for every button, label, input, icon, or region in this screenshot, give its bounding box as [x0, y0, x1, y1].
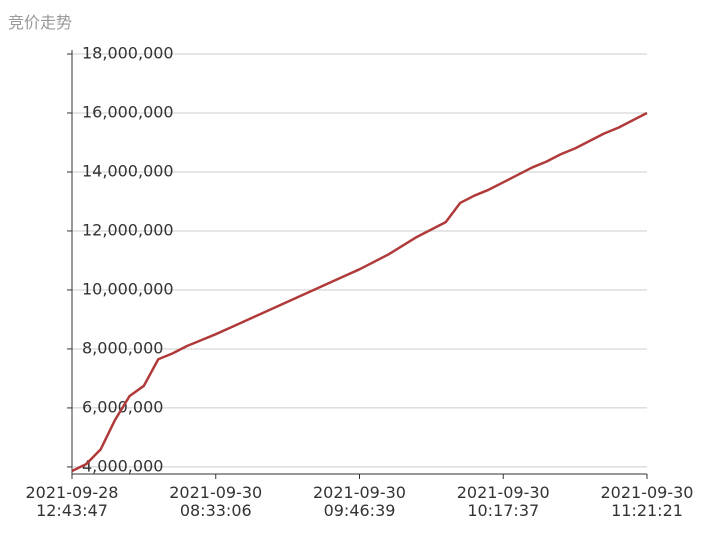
x-tick-label: 2021-09-30 10:17:37: [456, 483, 550, 520]
y-tick-label: 4,000,000: [82, 456, 163, 475]
x-tick-label: 2021-09-30 11:21:21: [600, 483, 694, 520]
y-tick-label: 18,000,000: [82, 44, 174, 63]
y-tick-label: 8,000,000: [82, 338, 163, 357]
y-tick-label: 14,000,000: [82, 161, 174, 180]
y-tick-label: 16,000,000: [82, 102, 174, 121]
x-tick-label: 2021-09-30 09:46:39: [313, 483, 406, 520]
chart-title: 竞价走势: [8, 13, 73, 32]
y-tick-label: 10,000,000: [82, 279, 174, 298]
x-tick-label: 2021-09-30 08:33:06: [169, 483, 263, 520]
line: [71, 111, 648, 473]
y-tick-label: 12,000,000: [82, 220, 174, 239]
x-tick-label: 2021-09-28 12:43:47: [25, 483, 119, 520]
